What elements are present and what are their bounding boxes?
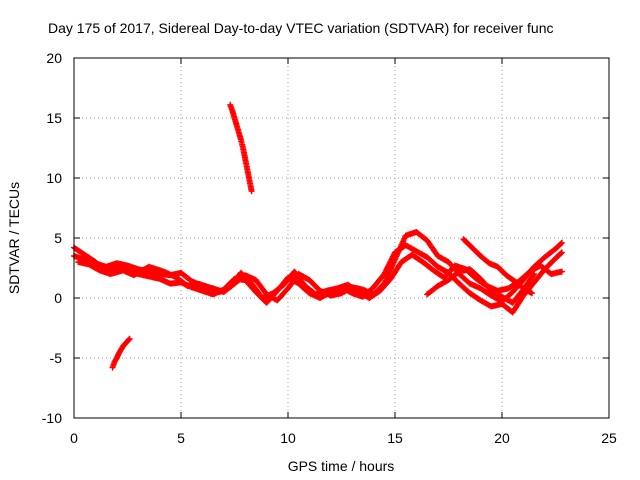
chart-title: Day 175 of 2017, Sidereal Day-to-day VTE… xyxy=(48,20,554,36)
x-tick-label: 20 xyxy=(494,430,510,446)
data-point xyxy=(126,335,133,342)
data-point xyxy=(558,250,565,257)
data-point xyxy=(530,272,537,279)
axis-ticks: 0 5 10 15 20 25 -10 -5 0 5 10 15 20 xyxy=(42,50,617,446)
x-tick-label: 10 xyxy=(280,430,296,446)
y-tick-label: 15 xyxy=(46,110,62,126)
y-tick-label: 5 xyxy=(54,230,62,246)
data-point xyxy=(558,268,565,275)
data-point xyxy=(248,188,255,195)
x-tick-label: 15 xyxy=(387,430,403,446)
series-track-g xyxy=(109,335,133,371)
y-tick-label: -5 xyxy=(50,350,63,366)
y-tick-label: 0 xyxy=(54,290,62,306)
y-tick-label: 20 xyxy=(46,50,62,66)
series-track-e xyxy=(460,236,535,297)
data-points xyxy=(71,101,565,371)
y-axis-label: SDTVAR / TECUs xyxy=(6,182,22,294)
y-tick-label: -10 xyxy=(42,410,62,426)
data-point xyxy=(125,336,132,343)
series-track-f xyxy=(227,101,255,195)
y-tick-label: 10 xyxy=(46,170,62,186)
x-tick-label: 25 xyxy=(601,430,617,446)
series-track-b xyxy=(71,242,565,316)
data-point xyxy=(558,240,565,247)
series-track-d xyxy=(424,266,538,306)
x-axis-label: GPS time / hours xyxy=(288,458,395,474)
data-point xyxy=(558,249,565,256)
data-point xyxy=(531,271,538,277)
grid-lines xyxy=(74,58,609,418)
x-tick-label: 5 xyxy=(177,430,185,446)
data-point xyxy=(528,290,535,297)
x-tick-label: 0 xyxy=(70,430,78,446)
data-point xyxy=(558,239,565,246)
